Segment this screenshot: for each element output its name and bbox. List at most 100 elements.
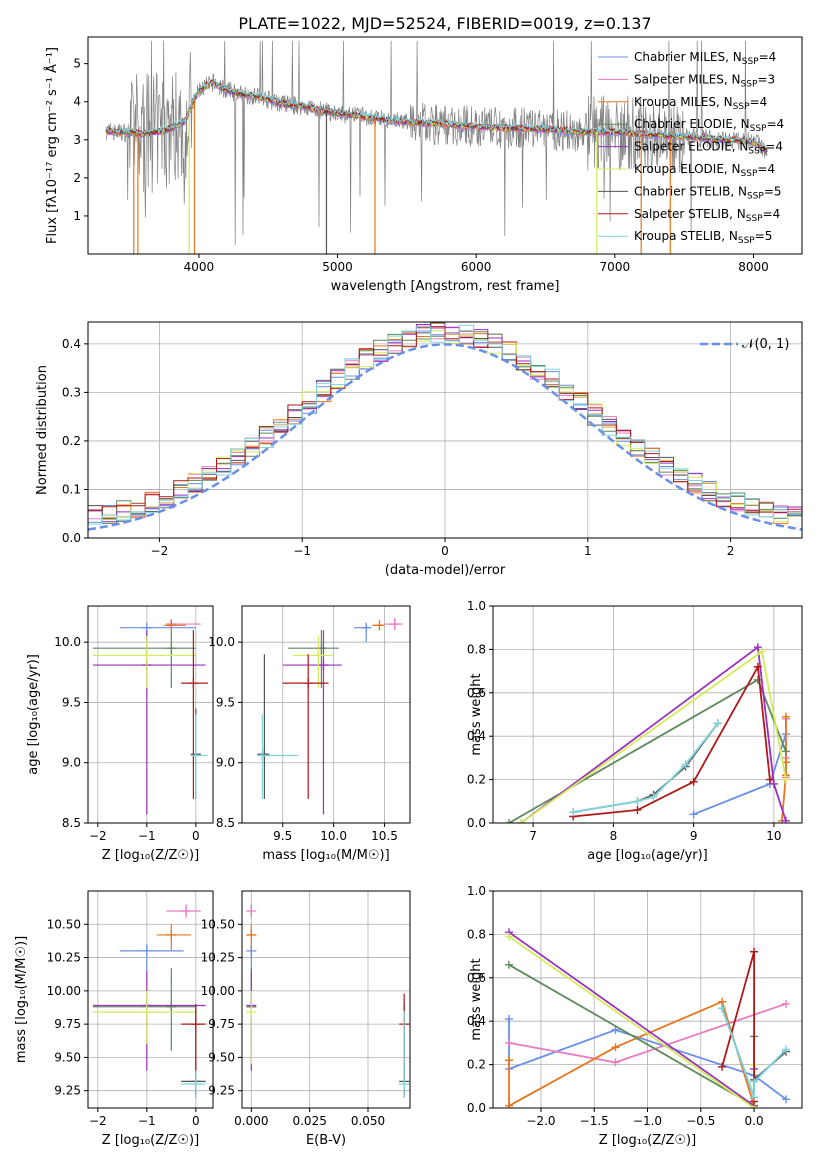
mass_vs_Z-point-salpeter_stelib: [190, 1019, 201, 1030]
mass_vs_Z-ylabel: mass [log₁₀(M/M☉)]: [14, 936, 29, 1063]
weight_vs_age-marker-kroupa_stelib: [569, 808, 578, 817]
weight_vs_Z-marker-chabrier_miles: [611, 1025, 620, 1034]
weight_vs_age-frame: [492, 605, 803, 824]
age_vs_mass-ytick-label: 10.0: [208, 635, 235, 649]
weight_vs_age-marker-salpeter_elodie: [781, 816, 790, 823]
age_vs_Z-point-salpeter_stelib: [188, 678, 199, 689]
mass_vs_ebv-point-kroupa_stelib: [399, 1079, 410, 1090]
weight_vs_Z-xlabel: Z [log₁₀(Z/Z☉)]: [599, 1133, 696, 1148]
weight_vs_Z-marker-salpeter_stelib: [718, 1062, 727, 1071]
residuals-xlabel: (data-model)/error: [385, 563, 506, 578]
legend-entry-kroupa_elodie: Kroupa ELODIE, NSSP=4: [634, 162, 775, 179]
weight_vs_Z-marker-kroupa_stelib: [750, 1077, 759, 1086]
weight_vs_Z-marker-kroupa_stelib: [718, 1004, 727, 1013]
spectrum-xtick-label: 5000: [322, 260, 353, 274]
weight_vs_Z-ytick-label: 1.0: [467, 884, 486, 898]
weight_vs_age-ytick-label: 0.6: [467, 686, 486, 700]
residuals-xtick-label: −1: [293, 544, 311, 558]
weight_vs_Z-marker-kroupa_miles: [611, 1043, 620, 1052]
residuals-ytick-label: 0.3: [62, 385, 81, 399]
legend-prefix: Salpeter ELODIE, N: [634, 140, 748, 154]
weight_vs_Z-xtick-label: −1.5: [580, 1114, 609, 1128]
weight_vs_age-ytick-label: 1.0: [467, 599, 486, 613]
age_vs_mass-point-kroupa_elodie: [313, 650, 324, 661]
weight_vs_Z-xtick-label: −0.5: [686, 1114, 715, 1128]
residuals-ytick-label: 0.4: [62, 337, 81, 351]
legend-prefix: Chabrier MILES, N: [634, 50, 742, 64]
mass_vs_Z-point-kroupa_stelib: [190, 1079, 201, 1090]
weight_vs_age-marker-chabrier_elodie: [753, 675, 762, 684]
age_vs_mass-point-kroupa_miles: [374, 620, 385, 631]
spectrum-ytick-label: 5: [73, 57, 81, 71]
mass_vs_Z-ytick-label: 9.75: [54, 1017, 81, 1031]
weight_vs_age-marker-salpeter_elodie: [769, 779, 778, 788]
age_vs_Z-xtick-label: 0: [192, 829, 200, 843]
mass_vs_Z-point-kroupa_miles: [166, 929, 177, 940]
mass_vs_ebv-point-kroupa_elodie: [246, 1007, 257, 1018]
weight_vs_age-marker-salpeter_elodie: [753, 643, 762, 652]
spectrum-model-kroupa_stelib: [105, 79, 768, 149]
weight_vs_Z-ytick-label: 0.4: [467, 1014, 486, 1028]
weight_vs_Z-marker-chabrier_miles: [504, 1015, 513, 1024]
weight_vs_Z-xtick-label: 0.0: [745, 1114, 764, 1128]
legend-prefix: Salpeter STELIB, N: [634, 207, 746, 221]
weight_vs_age-line-kroupa_miles: [781, 716, 787, 821]
weight_vs_Z-marker-salpeter_miles: [611, 1058, 620, 1067]
legend-suffix: =5: [755, 229, 773, 243]
weight_vs_age-marker-chabrier_elodie: [781, 747, 790, 756]
weight_vs_Z-ytick-label: 0.6: [467, 971, 486, 985]
weight_vs_Z-marker-salpeter_stelib: [750, 947, 759, 956]
spectrum-frame: [87, 36, 803, 255]
legend-sub: SSP: [741, 79, 758, 89]
legend-suffix: =4: [759, 50, 777, 64]
legend-entry-chabrier_elodie: Chabrier ELODIE, NSSP=4: [634, 117, 784, 134]
legend-entry-normal: 𝒩(0, 1): [742, 337, 789, 352]
weight_vs_Z-marker-chabrier_miles: [782, 1095, 791, 1104]
age_vs_Z-point-kroupa_elodie: [141, 650, 152, 661]
weight_vs_age-marker-kroupa_stelib: [649, 792, 658, 801]
weight_vs_age-marker-salpeter_stelib: [633, 805, 642, 814]
mass_vs_ebv-ytick-label: 10.25: [201, 951, 235, 965]
mass_vs_ebv-xtick-label: 0.000: [234, 1114, 268, 1128]
mass_vs_ebv-ytick-label: 9.25: [208, 1084, 235, 1098]
age_vs_mass-point-kroupa_stelib: [257, 750, 268, 761]
age_vs_Z-point-chabrier_elodie: [166, 643, 177, 654]
age_vs_Z-ytick-label: 8.5: [62, 816, 81, 830]
residuals-ylabel: Normed distribution: [35, 365, 50, 495]
legend-prefix: Kroupa MILES, N: [634, 95, 733, 109]
weight_vs_Z-ytick-label: 0.0: [467, 1101, 486, 1115]
legend-entry-salpeter_elodie: Salpeter ELODIE, NSSP=4: [634, 140, 783, 157]
weight_vs_age-xtick-label: 7: [529, 829, 537, 843]
mass_vs_Z-point-chabrier_elodie: [166, 1001, 177, 1012]
mass_vs_Z-xtick-label: 0: [192, 1114, 200, 1128]
weight_vs_Z-marker-kroupa_stelib: [750, 1093, 759, 1102]
histogram-kroupa_stelib: [88, 324, 802, 525]
legend-sub: SSP: [738, 236, 755, 246]
residuals-xtick-label: 2: [727, 544, 735, 558]
age_vs_mass-point-salpeter_miles: [389, 619, 400, 630]
weight_vs_Z-marker-chabrier_elodie: [504, 960, 513, 969]
weight_vs_Z-line-salpeter_elodie: [508, 931, 755, 1108]
spectrum-ytick-label: 4: [73, 95, 81, 109]
spectrum-xtick-label: 4000: [184, 260, 215, 274]
age_vs_mass-ytick-label: 9.0: [216, 756, 235, 770]
spectrum-model-salpeter_stelib: [105, 79, 768, 151]
age_vs_mass-point-chabrier_miles: [361, 622, 372, 633]
residuals-xtick-label: 1: [584, 544, 592, 558]
age_vs_Z-ytick-label: 9.5: [62, 695, 81, 709]
weight_vs_Z-marker-kroupa_stelib: [782, 1045, 791, 1054]
spectrum-xlabel: wavelength [Angstrom, rest frame]: [331, 279, 560, 294]
weight_vs_age-marker-salpeter_stelib: [765, 775, 774, 784]
normal-curve: [87, 343, 803, 531]
age_vs_Z-xlabel: Z [log₁₀(Z/Z☉)]: [102, 848, 199, 863]
age_vs_mass-point-chabrier_stelib: [259, 749, 270, 760]
mass_vs_ebv-ytick-label: 9.75: [208, 1017, 235, 1031]
weight_vs_age-marker-kroupa_stelib: [681, 760, 690, 769]
legend-sub: SSP: [733, 102, 750, 112]
mass_vs_Z-point-kroupa_elodie: [141, 1007, 152, 1018]
mass_vs_Z-ytick-label: 9.25: [54, 1084, 81, 1098]
mass_vs_Z-xtick-label: −1: [138, 1114, 156, 1128]
age_vs_Z-ylabel: age [log₁₀(age/yr)]: [26, 654, 41, 775]
legend-prefix: Chabrier ELODIE, N: [634, 117, 750, 131]
legend-sub: SSP: [746, 214, 763, 224]
